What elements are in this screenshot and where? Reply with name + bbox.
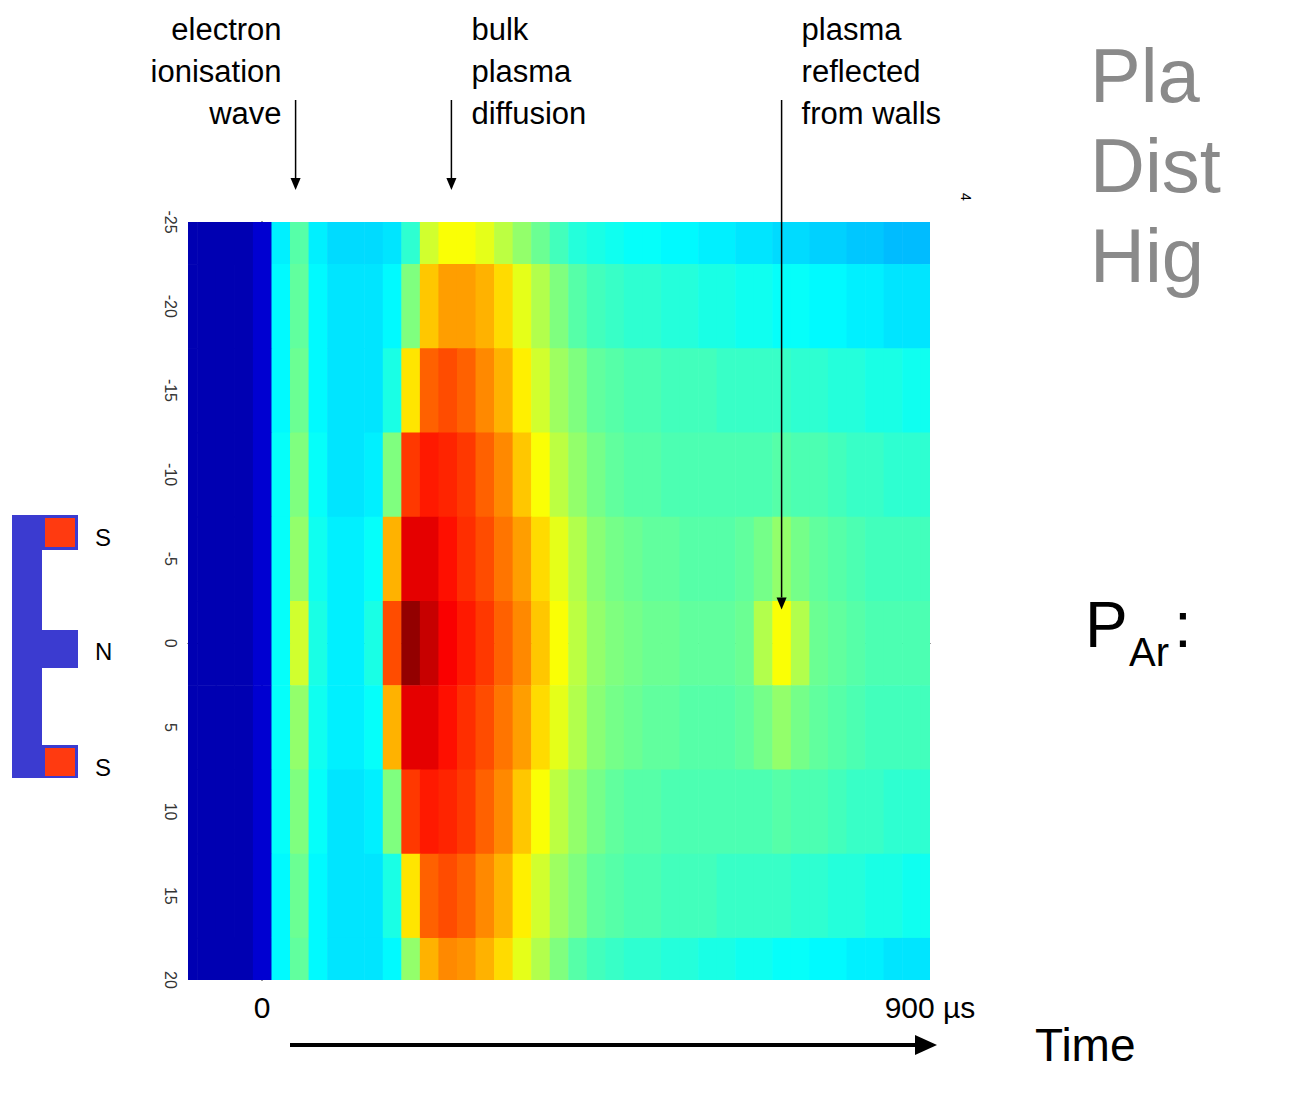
svg-text:-10: -10: [162, 463, 179, 486]
svg-text:N: N: [95, 638, 112, 665]
svg-text:diffusion: diffusion: [471, 96, 586, 131]
svg-text:ionisation: ionisation: [151, 54, 282, 89]
svg-text:15: 15: [162, 887, 179, 905]
svg-text:-15: -15: [162, 379, 179, 402]
svg-text:from walls: from walls: [802, 96, 942, 131]
svg-text:plasma: plasma: [471, 54, 572, 89]
svg-text:bulk: bulk: [471, 12, 528, 47]
svg-text:S: S: [95, 754, 111, 781]
svg-text:10: 10: [162, 803, 179, 821]
svg-text:0: 0: [254, 991, 271, 1024]
svg-text:4: 4: [958, 193, 974, 201]
svg-text:Time: Time: [1035, 1019, 1136, 1071]
svg-text:wave: wave: [208, 96, 281, 131]
svg-text:Dist: Dist: [1090, 123, 1221, 208]
svg-text:P: P: [1085, 589, 1128, 661]
svg-text:-20: -20: [162, 295, 179, 318]
svg-text:Pla: Pla: [1090, 33, 1201, 118]
svg-text:900 µs: 900 µs: [885, 991, 976, 1024]
svg-text:electron: electron: [171, 12, 281, 47]
svg-text:plasma: plasma: [802, 12, 903, 47]
svg-text:Ar: Ar: [1129, 630, 1169, 674]
svg-text:0: 0: [162, 639, 179, 648]
svg-text:20: 20: [162, 971, 179, 989]
svg-text:reflected: reflected: [802, 54, 921, 89]
svg-text:Hig: Hig: [1090, 213, 1204, 298]
svg-text:5: 5: [162, 723, 179, 732]
svg-text::: :: [1174, 589, 1192, 661]
svg-text:S: S: [95, 524, 111, 551]
svg-text:-5: -5: [162, 552, 179, 566]
svg-text:-25: -25: [162, 210, 179, 233]
